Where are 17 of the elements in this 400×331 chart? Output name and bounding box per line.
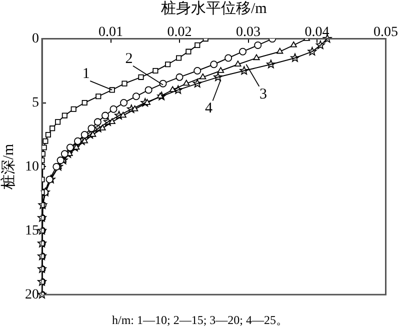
x-tick-label: 0.01 [98, 25, 123, 40]
x-tick-label: 0.04 [304, 25, 330, 40]
x-axis-title: 桩身水平位移/m [160, 0, 268, 17]
annotation: 2 [125, 50, 133, 67]
annotation: 1 [82, 66, 90, 82]
y-tick-label: 20 [25, 287, 39, 302]
text: h/m: 1—10; 2—15; 3—20; 4—25。 [110, 312, 289, 329]
annotation: 4 [205, 100, 213, 117]
y-tick-label: 5 [32, 95, 39, 110]
y-tick-label: 10 [25, 159, 39, 174]
annotation: 3 [259, 86, 267, 102]
x-tick-label: 0.03 [236, 25, 260, 40]
y-tick-label: 15 [25, 223, 39, 238]
x-tick-label: 0.05 [374, 25, 398, 40]
y-axis-title: 桩深/m [0, 143, 17, 191]
y-tick-label: 0 [32, 31, 39, 46]
x-tick-label: 0.02 [167, 25, 192, 40]
